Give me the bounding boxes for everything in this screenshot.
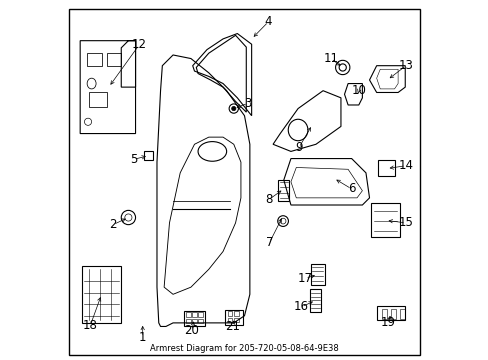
Text: 3: 3: [244, 97, 251, 110]
Bar: [186, 312, 190, 317]
Bar: [390, 309, 395, 319]
Text: 10: 10: [351, 84, 366, 97]
Text: 21: 21: [225, 320, 240, 333]
Bar: [198, 312, 203, 317]
Text: 14: 14: [398, 159, 413, 172]
Bar: [192, 319, 196, 323]
Text: 19: 19: [380, 316, 395, 329]
Text: 16: 16: [294, 300, 308, 313]
Text: 4: 4: [264, 15, 272, 28]
Bar: [234, 311, 239, 316]
Text: 11: 11: [323, 52, 338, 65]
Bar: [89, 93, 107, 107]
Bar: [107, 53, 121, 66]
Bar: [186, 319, 190, 323]
Bar: [399, 309, 405, 319]
Text: 12: 12: [131, 39, 146, 51]
Bar: [234, 318, 239, 322]
Text: Armrest Diagram for 205-720-05-08-64-9E38: Armrest Diagram for 205-720-05-08-64-9E3…: [150, 344, 338, 353]
Circle shape: [231, 107, 235, 111]
Text: 5: 5: [130, 153, 137, 166]
Bar: [227, 311, 232, 316]
Bar: [381, 309, 386, 319]
Text: 9: 9: [294, 141, 302, 154]
Bar: [87, 53, 102, 66]
Text: 20: 20: [184, 324, 199, 337]
FancyBboxPatch shape: [69, 9, 419, 355]
Text: 6: 6: [347, 183, 355, 195]
Text: 18: 18: [82, 319, 98, 332]
Text: 15: 15: [398, 216, 412, 229]
Bar: [227, 318, 232, 322]
Text: 1: 1: [139, 331, 146, 344]
Text: 17: 17: [297, 272, 312, 285]
Text: 2: 2: [109, 218, 117, 231]
Bar: [192, 312, 196, 317]
Bar: [198, 319, 203, 323]
Text: 8: 8: [264, 193, 272, 206]
Text: 13: 13: [398, 59, 412, 72]
Text: 7: 7: [265, 236, 273, 249]
